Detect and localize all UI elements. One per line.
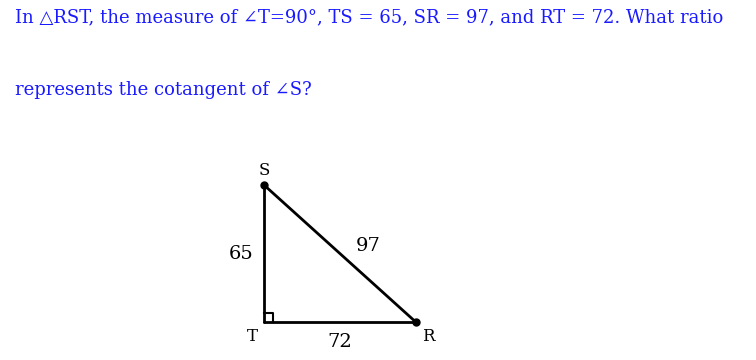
Text: In △RST, the measure of ∠T=90°, TS = 65, SR = 97, and RT = 72. What ratio: In △RST, the measure of ∠T=90°, TS = 65,… [15,8,723,26]
Text: 65: 65 [229,245,253,263]
Text: 97: 97 [355,237,380,255]
Text: R: R [423,328,435,346]
Text: S: S [259,162,270,179]
Text: 72: 72 [328,333,352,351]
Text: represents the cotangent of ∠S?: represents the cotangent of ∠S? [15,81,312,99]
Text: T: T [247,328,258,346]
